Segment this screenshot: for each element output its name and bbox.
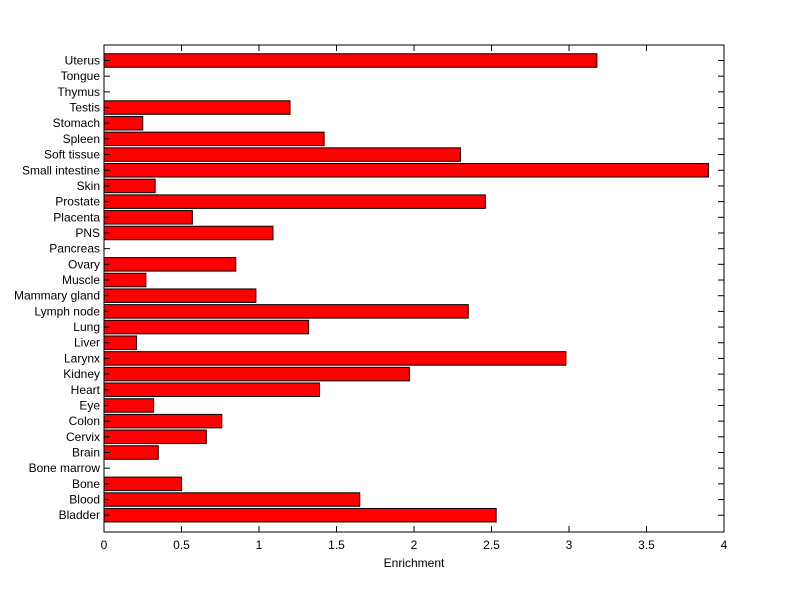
bar (103, 429, 207, 445)
bar (103, 351, 567, 366)
category-label: Lung (73, 320, 100, 334)
bar (103, 194, 486, 209)
bar (103, 272, 147, 288)
category-label: Bone (72, 477, 100, 491)
bar (103, 476, 182, 492)
category-label: Heart (71, 383, 101, 397)
bar (103, 288, 257, 303)
category-label: Small intestine (22, 163, 100, 177)
category-label: Prostate (55, 195, 100, 209)
category-label: Thymus (57, 85, 100, 99)
bar (103, 147, 461, 162)
category-label: Colon (69, 414, 100, 428)
bar (103, 178, 156, 194)
bar (103, 445, 159, 460)
bar (103, 163, 709, 178)
category-label: Tongue (61, 69, 101, 83)
bar (103, 53, 598, 68)
x-tick-label: 3 (566, 538, 573, 552)
category-label: Skin (77, 179, 100, 193)
category-label: Bladder (59, 508, 100, 522)
x-axis-label: Enrichment (384, 556, 445, 570)
x-tick-label: 0.5 (173, 538, 190, 552)
category-label: Ovary (68, 257, 100, 271)
bar (103, 131, 325, 147)
category-label: Blood (69, 493, 100, 507)
x-tick-label: 0 (101, 538, 108, 552)
bar (103, 100, 291, 115)
category-label: Brain (72, 446, 100, 460)
x-tick-label: 4 (721, 538, 728, 552)
plot-frame (103, 44, 725, 533)
bar (103, 507, 497, 523)
category-label: Stomach (53, 116, 100, 130)
bar (103, 398, 155, 413)
x-tick-label: 2.5 (483, 538, 500, 552)
category-label: Lymph node (34, 304, 100, 318)
category-label: PNS (75, 226, 100, 240)
x-tick-labels-group: 0 0.5 1 1.5 2 2.5 3 3.5 4 (101, 538, 728, 552)
bar (103, 382, 320, 398)
category-label: Mammary gland (14, 289, 100, 303)
category-label: Bone marrow (29, 461, 101, 475)
bar (103, 304, 469, 319)
category-label: Larynx (64, 351, 100, 365)
category-label: Soft tissue (44, 148, 100, 162)
category-label: Muscle (62, 273, 100, 287)
category-label: Kidney (63, 367, 100, 381)
x-tick-label: 1 (256, 538, 263, 552)
x-tick-label: 1.5 (328, 538, 345, 552)
category-label: Spleen (63, 132, 100, 146)
category-label: Cervix (66, 430, 100, 444)
category-label: Uterus (65, 54, 100, 68)
category-label: Placenta (53, 210, 100, 224)
category-label: Liver (74, 336, 100, 350)
bar (103, 492, 361, 507)
category-label: Pancreas (49, 242, 100, 256)
ticks-group (103, 45, 725, 532)
bar (103, 413, 223, 429)
bar (103, 225, 274, 241)
bar (103, 257, 237, 272)
bar (103, 319, 310, 335)
bar (103, 366, 410, 382)
category-label: Testis (69, 101, 100, 115)
category-label: Eye (79, 398, 100, 412)
x-tick-label: 2 (411, 538, 418, 552)
x-tick-label: 3.5 (638, 538, 655, 552)
bar (103, 210, 193, 225)
